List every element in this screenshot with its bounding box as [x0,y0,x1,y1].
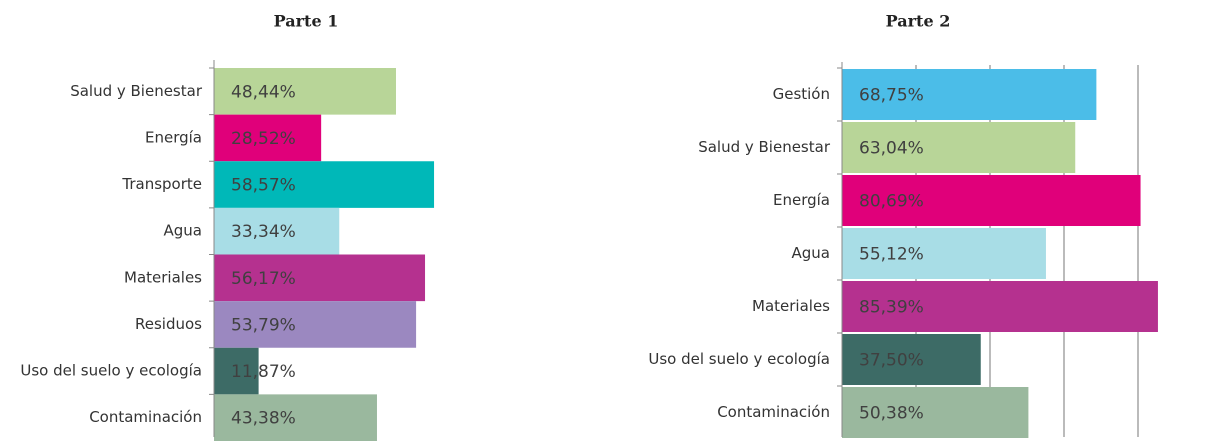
chart-title: Parte 1 [274,12,339,31]
value-label: 43,38% [231,409,296,429]
category-label: Materiales [752,297,830,315]
category-label: Salud y Bienestar [698,138,831,156]
bar [214,301,417,348]
bar [842,69,1097,120]
bar [842,122,1076,173]
category-label: Gestión [773,85,830,103]
value-label: 11,87% [231,362,296,382]
category-label: Uso del suelo y ecología [20,362,202,380]
bar [214,68,396,115]
bar [214,394,377,441]
value-label: 37,50% [859,351,924,371]
value-label: 63,04% [859,139,924,159]
value-label: 50,38% [859,404,924,424]
value-label: 80,69% [859,192,924,212]
category-label: Agua [164,222,202,240]
value-label: 33,34% [231,222,296,242]
value-label: 68,75% [859,86,924,106]
category-label: Transporte [121,175,202,193]
value-label: 58,57% [231,176,296,196]
bar [842,228,1046,279]
category-label: Agua [792,244,830,262]
category-label: Materiales [124,268,202,286]
category-label: Energía [773,191,830,209]
value-label: 56,17% [231,269,296,289]
chart-title: Parte 2 [886,12,951,31]
value-label: 53,79% [231,315,296,335]
category-label: Contaminación [89,408,202,426]
bar [214,347,259,395]
value-label: 85,39% [859,298,924,318]
bar [214,114,322,162]
bar [842,334,981,385]
value-label: 28,52% [231,129,296,149]
category-label: Contaminación [717,403,830,421]
value-label: 55,12% [859,245,924,265]
bar [214,254,426,302]
bar [842,281,1158,332]
bar [842,175,1141,226]
category-label: Salud y Bienestar [70,82,203,100]
bar [214,207,340,255]
value-label: 48,44% [231,82,296,102]
category-label: Energía [145,128,202,146]
bar [214,161,435,208]
bar [842,387,1029,438]
category-label: Uso del suelo y ecología [648,350,830,368]
category-label: Residuos [135,315,202,333]
